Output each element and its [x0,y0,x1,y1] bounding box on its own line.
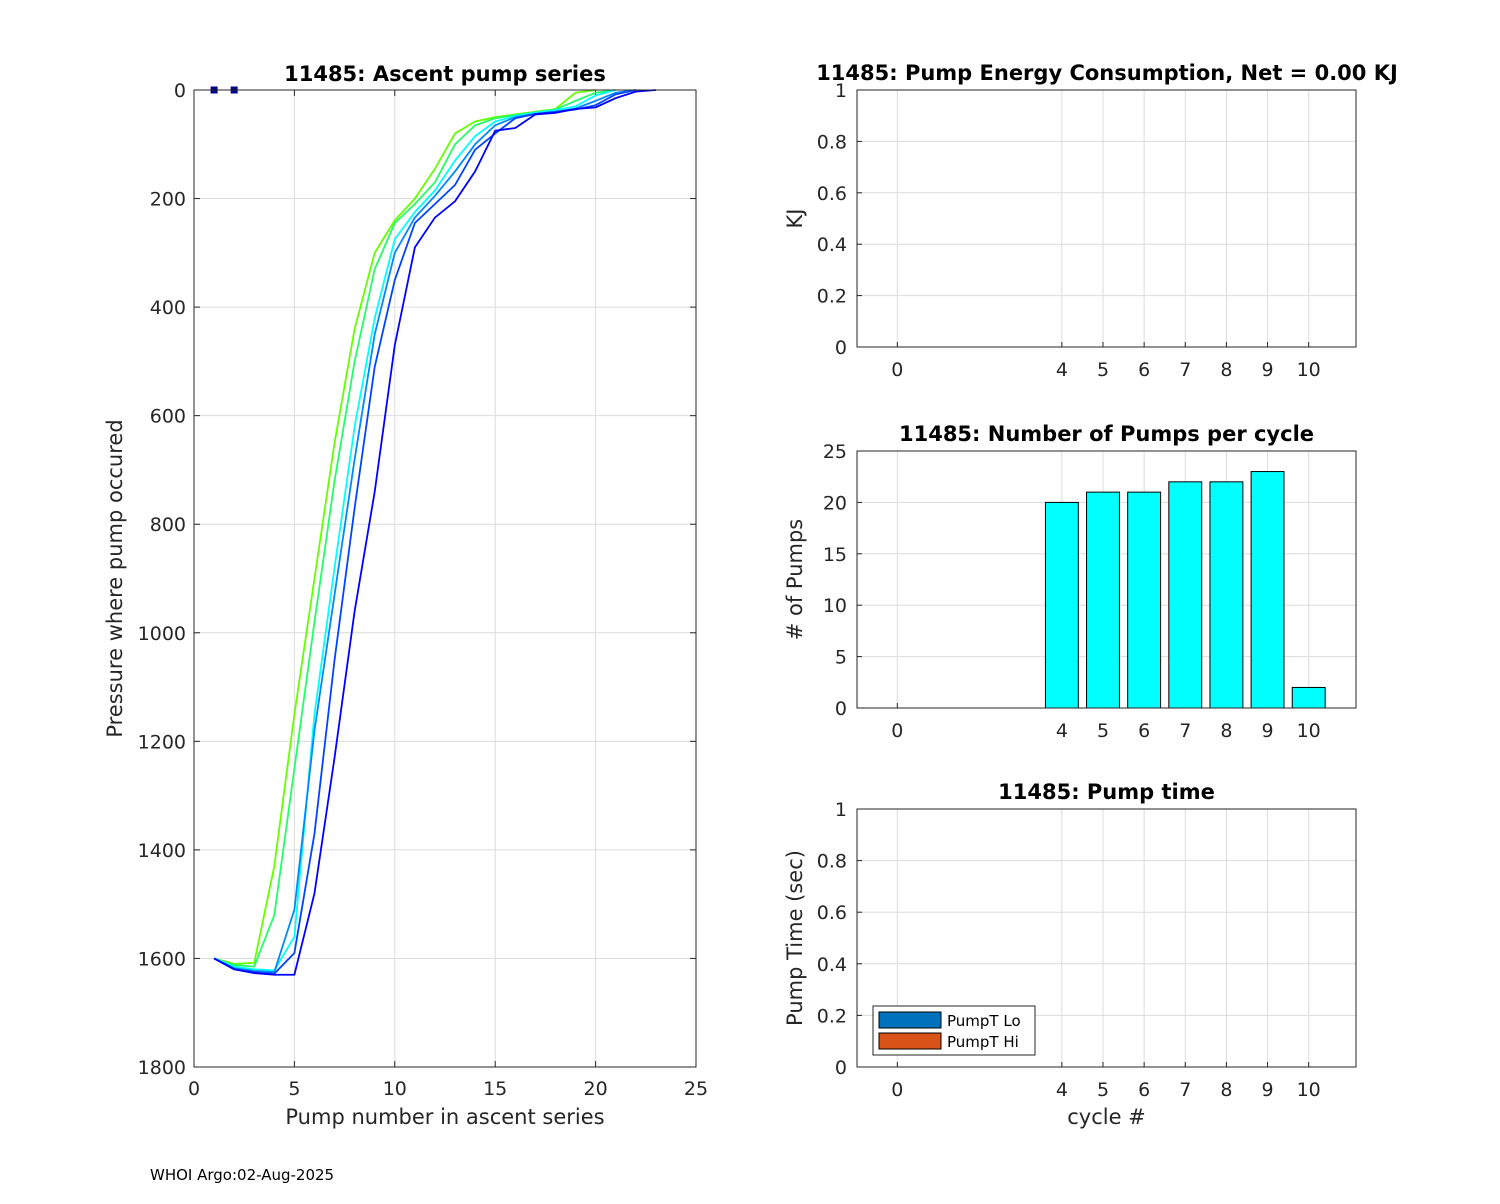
chart-title: 11485: Pump time [998,780,1215,804]
y-tick-label: 1400 [138,840,186,862]
y-tick-label: 1 [835,80,847,102]
y-tick-label: 0.8 [817,851,847,873]
x-tick-label: 10 [383,1078,407,1100]
x-axis-label: cycle # [1067,1105,1146,1129]
x-tick-label: 10 [1297,359,1321,381]
x-tick-label: 6 [1138,359,1150,381]
y-axis-label: KJ [783,209,807,229]
bar-cycle-9 [1250,471,1285,709]
x-tick-label: 7 [1179,1079,1191,1101]
y-tick-label: 1600 [138,948,186,970]
legend-swatch [878,1011,942,1029]
x-tick-label: 5 [288,1078,300,1100]
bar-cycle-6 [1127,491,1162,709]
y-tick-label: 800 [150,514,186,536]
x-tick-label: 5 [1097,720,1109,742]
x-tick-label: 0 [891,720,903,742]
axes-box [856,808,1357,1068]
legend: PumpT Lo PumpT Hi [872,1005,1036,1056]
x-tick-label: 4 [1056,720,1068,742]
axes-box [856,450,1357,709]
y-tick-label: 25 [823,441,847,463]
bar-cycle-10 [1291,686,1326,709]
y-axis-label: Pressure where pump occured [103,419,127,737]
y-tick-label: 0.4 [817,234,847,256]
x-tick-label: 4 [1056,1079,1068,1101]
x-axis-label: Pump number in ascent series [285,1105,604,1129]
x-tick-label: 0 [891,359,903,381]
y-tick-label: 0.4 [817,954,847,976]
y-tick-label: 1800 [138,1057,186,1079]
y-tick-label: 0.2 [817,1005,847,1027]
pumps-per-cycle-chart: 0 4 5 6 7 8 9 10 0 5 10 15 20 25 11485: Number of Pump… [783,422,1357,742]
x-tick-label: 0 [891,1079,903,1101]
axes-box [193,89,697,1068]
y-tick-label: 0.6 [817,902,847,924]
pump-time-chart: 0 4 5 6 7 8 9 10 0 0.2 0.4 0.6 0.8 1 11485: Pump time c… [783,780,1357,1129]
x-tick-label: 9 [1262,1079,1274,1101]
bar-cycle-5 [1086,491,1120,709]
y-tick-label: 0 [835,698,847,720]
x-tick-label: 6 [1138,1079,1150,1101]
y-tick-label: 5 [835,647,847,669]
legend-label: PumpT Hi [947,1033,1019,1051]
y-tick-label: 10 [823,595,847,617]
series-line-cycle-9 [213,89,656,976]
y-tick-label: 15 [823,544,847,566]
x-tick-label: 9 [1262,720,1274,742]
x-tick-label: 25 [684,1078,708,1100]
x-tick-label: 7 [1179,720,1191,742]
y-tick-label: 0.2 [817,286,847,308]
x-tick-label: 10 [1297,1079,1321,1101]
y-tick-label: 1 [835,799,847,821]
series-line-cycle-6 [213,89,616,972]
y-axis-label: # of Pumps [783,519,807,641]
x-tick-label: 5 [1097,1079,1109,1101]
x-tick-label: 0 [188,1078,200,1100]
y-axis-label: Pump Time (sec) [783,850,807,1026]
y-tick-label: 0.8 [817,131,847,153]
x-tick-label: 4 [1056,359,1068,381]
y-tick-label: 0 [835,337,847,359]
y-tick-label: 200 [150,189,186,211]
y-tick-label: 0 [174,80,186,102]
chart-title: 11485: Number of Pumps per cycle [899,422,1314,446]
x-tick-label: 10 [1297,720,1321,742]
x-tick-label: 15 [483,1078,507,1100]
legend-swatch [878,1032,942,1050]
y-tick-label: 600 [150,406,186,428]
y-tick-label: 0.6 [817,183,847,205]
footer-text: WHOI Argo:02-Aug-2025 [150,1166,335,1184]
y-tick-label: 1200 [138,731,186,753]
ascent-pump-chart: 0 5 10 15 20 25 0 200 400 600 800 1000 1200 1400 1600 1… [103,62,708,1129]
x-tick-label: 8 [1220,359,1232,381]
y-tick-label: 400 [150,297,186,319]
bar-cycle-4 [1044,501,1079,709]
chart-title: 11485: Pump Energy Consumption, Net = 0.… [816,61,1398,85]
x-tick-label: 20 [584,1078,608,1100]
bar-cycle-7 [1168,481,1203,709]
x-tick-label: 8 [1220,1079,1232,1101]
legend-label: PumpT Lo [947,1012,1021,1030]
y-tick-label: 0 [835,1057,847,1079]
y-tick-label: 1000 [138,623,186,645]
y-tick-label: 20 [823,492,847,514]
bar-cycle-8 [1209,481,1244,709]
x-tick-label: 9 [1262,359,1274,381]
x-tick-label: 7 [1179,359,1191,381]
plot-area [194,90,696,1067]
chart-title: 11485: Ascent pump series [284,62,606,86]
x-tick-label: 8 [1220,720,1232,742]
x-tick-label: 5 [1097,359,1109,381]
x-tick-label: 6 [1138,720,1150,742]
plot-area [857,90,1356,347]
axes-box [856,89,1357,348]
